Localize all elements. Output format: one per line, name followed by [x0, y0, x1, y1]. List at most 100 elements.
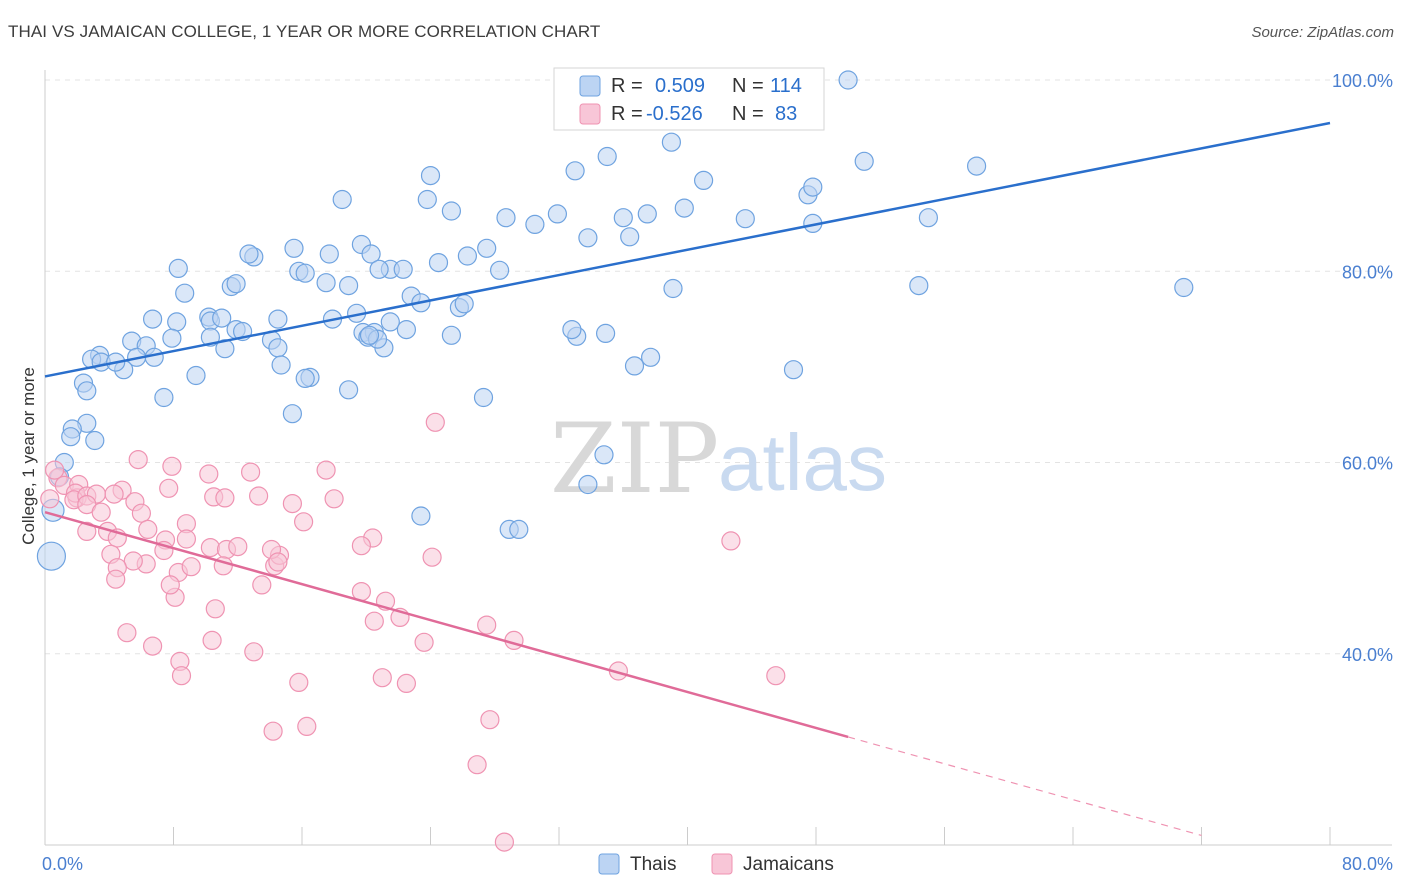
thai-point	[613, 208, 633, 228]
y-tick-label: 100.0%	[1332, 71, 1393, 91]
thai-point	[918, 208, 939, 228]
thai-point	[268, 309, 288, 329]
thai-point	[154, 387, 174, 408]
bottom-legend-swatch-thais	[598, 853, 620, 875]
legend-n-value-thais: 114	[770, 75, 802, 97]
tick-labels: 40.0% 60.0% 80.0% 100.0% 0.0% 80.0%	[42, 71, 1393, 874]
thai-point	[61, 427, 81, 447]
jamaican-point	[766, 666, 786, 686]
thai-point	[162, 328, 182, 348]
source-label: Source: ZipAtlas.com	[1251, 24, 1394, 41]
legend-n-label-jamaicans: N =	[732, 103, 764, 125]
thai-point	[167, 312, 187, 332]
bottom-legend-swatch-jamaicans	[711, 853, 733, 875]
jamaican-point	[414, 632, 434, 652]
thai-point	[783, 360, 804, 380]
jamaican-point	[477, 615, 497, 635]
chart-title: THAI VS JAMAICAN COLLEGE, 1 YEAR OR MORE…	[8, 22, 601, 41]
jamaican-point	[77, 521, 97, 542]
data-points	[36, 70, 1194, 852]
jamaican-point	[252, 575, 272, 595]
thai-point	[562, 320, 582, 340]
legend-r-value-thais: 0.509	[655, 75, 705, 97]
y-tick-label: 40.0%	[1342, 645, 1393, 665]
thai-point	[594, 445, 614, 465]
thai-point	[393, 259, 413, 279]
thai-point	[428, 253, 449, 273]
thai-point	[496, 208, 516, 228]
watermark-zip: ZIP	[550, 403, 719, 515]
thai-point	[417, 189, 437, 210]
thai-point	[271, 355, 291, 375]
x-tick-label: 0.0%	[42, 854, 83, 874]
thai-trend-line	[44, 121, 1331, 378]
trend-lines	[44, 121, 1331, 837]
bottom-legend-label-jamaicans: Jamaicans	[743, 854, 834, 875]
thai-point	[624, 356, 645, 376]
thai-point	[268, 338, 288, 358]
thai-point	[239, 244, 259, 264]
legend-r-value-jamaicans: -0.526	[646, 103, 703, 125]
jamaican-trend-extension	[847, 736, 1202, 837]
jamaican-point	[200, 537, 220, 558]
jamaican-point	[205, 599, 225, 619]
jamaican-point	[171, 666, 192, 686]
thai-point	[477, 238, 497, 258]
thai-point	[547, 204, 568, 224]
watermark: ZIP atlas	[550, 403, 887, 515]
jamaican-point	[249, 486, 269, 506]
series-jamaicans	[40, 412, 786, 852]
thai-point	[473, 387, 494, 408]
jamaican-point	[160, 575, 180, 595]
jamaican-point	[494, 832, 514, 852]
thai-point	[226, 274, 246, 294]
jamaican-point	[91, 502, 111, 522]
thai-point	[966, 156, 987, 176]
jamaican-point	[294, 512, 314, 532]
y-tick-label: 60.0%	[1342, 454, 1393, 474]
jamaican-point	[324, 489, 344, 509]
thai-point	[441, 201, 461, 221]
legend-swatch-jamaicans	[579, 103, 601, 125]
thai-point	[339, 380, 359, 400]
thai-point	[380, 312, 400, 332]
jamaican-point	[117, 623, 137, 643]
thai-point	[441, 325, 461, 345]
thai-point	[369, 259, 389, 279]
jamaican-point	[351, 536, 371, 556]
x-tick-label: 80.0%	[1342, 854, 1393, 874]
thai-point	[693, 170, 714, 190]
jamaican-point	[131, 503, 151, 523]
thai-point	[620, 227, 640, 247]
thai-point	[143, 309, 163, 329]
jamaican-point	[228, 536, 248, 557]
thai-point	[316, 273, 336, 293]
thai-point	[909, 276, 929, 296]
thai-point	[186, 365, 206, 386]
thai-point	[490, 260, 510, 280]
jamaican-point	[372, 668, 392, 688]
thai-point	[838, 70, 858, 90]
thai-point	[332, 189, 352, 210]
jamaican-point	[181, 557, 201, 577]
jamaican-point	[159, 478, 179, 498]
thai-point	[454, 294, 474, 314]
thai-point	[674, 198, 694, 218]
thai-point	[396, 320, 416, 340]
legend-r-label-thais: R =	[611, 75, 643, 97]
jamaican-point	[268, 552, 288, 572]
jamaican-point	[106, 569, 126, 589]
jamaican-point	[40, 489, 60, 509]
thai-point	[565, 161, 585, 181]
jamaican-point	[289, 672, 309, 693]
thai-point	[168, 258, 188, 278]
thai-point	[361, 244, 381, 264]
jamaican-point	[202, 630, 222, 651]
thai-point	[339, 276, 359, 296]
jamaican-point	[282, 494, 302, 514]
jamaican-point	[316, 460, 336, 480]
thai-point	[457, 246, 477, 266]
jamaican-point	[44, 460, 65, 480]
thai-point	[359, 325, 380, 345]
jamaican-point	[422, 547, 442, 567]
